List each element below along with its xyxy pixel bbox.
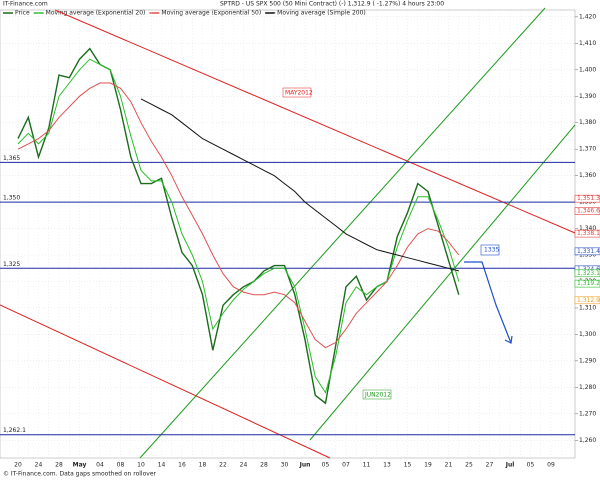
x-tick-label: 16 (178, 462, 186, 469)
price-tag (574, 207, 600, 215)
y-tick-label: 1,370 (579, 146, 596, 153)
annotation-box (480, 244, 500, 256)
level-label: 1,350 (3, 195, 20, 202)
legend: Price Moving average (Exponential 20) Movi… (3, 10, 366, 17)
x-tick-label: 10 (137, 462, 145, 469)
price-tag (574, 279, 600, 288)
x-tick-label: 21 (445, 462, 453, 469)
x-tick-label: 08 (117, 462, 125, 469)
x-tick-label: 25 (465, 462, 473, 469)
x-tick-label: 22 (219, 462, 227, 469)
legend-label: Moving average (Simple 200) (277, 10, 366, 17)
annotation: MAY2012 (285, 90, 313, 97)
x-tick-label: 19 (424, 462, 432, 469)
trend-line (0, 304, 331, 459)
x-tick-label: 24 (240, 462, 248, 469)
legend-label: Moving average (Exponential 50) (161, 10, 261, 17)
annotation-box (282, 87, 312, 98)
y-tick-label: 1,310 (579, 304, 596, 311)
x-tick-label: 07 (342, 462, 350, 469)
price-tag-label: 1,351.3 (577, 195, 600, 202)
y-tick-label: 1,410 (579, 40, 596, 47)
x-tick-label: 13 (383, 462, 391, 469)
price-tag (574, 296, 600, 305)
legend-label: Moving average (Exponential 20) (46, 10, 146, 17)
level-label: 1,262.1 (3, 427, 26, 434)
x-tick-label: 28 (260, 462, 268, 469)
trend-line (139, 7, 546, 459)
x-tick-label: 30 (281, 462, 289, 469)
price-tag-label: 1,312.9 (577, 297, 600, 304)
series-line (140, 98, 459, 272)
y-tick-label: 1,300 (579, 331, 596, 338)
x-tick-label: 14 (158, 462, 166, 469)
forecast-arrow (464, 261, 512, 344)
y-tick-label: 1,390 (579, 93, 596, 100)
source: IT-Finance.com (3, 1, 48, 8)
x-tick-label: 24 (35, 462, 43, 469)
price-tag-label: 1,346.6 (577, 208, 600, 215)
y-tick-label: 1,420 (579, 13, 596, 20)
annotation-box (362, 389, 392, 400)
footer: © IT-Finance.com. Data gaps smoothed on … (3, 471, 157, 478)
y-tick-label: 1,270 (579, 410, 596, 417)
x-tick-label: Jul (505, 462, 515, 469)
x-tick-label: 20 (14, 462, 22, 469)
x-tick-label: 18 (199, 462, 207, 469)
level-label: 1,325 (3, 261, 20, 268)
x-tick-label: 05 (322, 462, 330, 469)
price-tag-label: 1,323.1 (577, 270, 600, 277)
y-tick-label: 1,290 (579, 357, 596, 364)
x-tick-label: 05 (527, 462, 535, 469)
x-tick-label: 11 (363, 462, 371, 469)
x-tick-label: 27 (486, 462, 494, 469)
y-tick-label: 1,280 (579, 384, 596, 391)
x-tick-label: Jun (299, 462, 311, 469)
chart-title: SPTRD - US SPX 500 (50 Mini Contract) (-… (220, 1, 444, 8)
price-tag (574, 229, 600, 238)
level-label: 1,365 (3, 155, 20, 162)
series-line (17, 82, 460, 349)
y-tick-label: 1,380 (579, 119, 596, 126)
legend-label: Price (15, 10, 30, 17)
trend-line (309, 124, 576, 441)
series-line (17, 58, 460, 394)
trend-line (54, 9, 576, 234)
x-tick-label: 15 (404, 462, 412, 469)
price-tag (574, 247, 600, 256)
plot-area (0, 9, 576, 459)
price-tag-label: 1,338.1 (577, 230, 600, 237)
x-tick-label: 09 (547, 462, 555, 469)
y-tick-label: 1,340 (579, 225, 596, 232)
arrow-head (504, 335, 513, 344)
x-tick-label: May (73, 462, 87, 469)
price-tag (574, 269, 600, 278)
price-tag-label: 1,324.6 (577, 266, 600, 273)
price-tag-label: 1,319.2 (577, 280, 600, 287)
y-tick-label: 1,400 (579, 66, 596, 73)
y-tick-label: 1,360 (579, 172, 596, 179)
x-tick-label: 04 (96, 462, 104, 469)
price-tag (574, 194, 600, 203)
y-tick-label: 1,260 (579, 437, 596, 444)
annotation: JUN2012 (364, 392, 391, 399)
price-tag-label: 1,331.4 (577, 248, 600, 255)
x-tick-label: 28 (55, 462, 63, 469)
annotation: 1335 (484, 247, 499, 254)
